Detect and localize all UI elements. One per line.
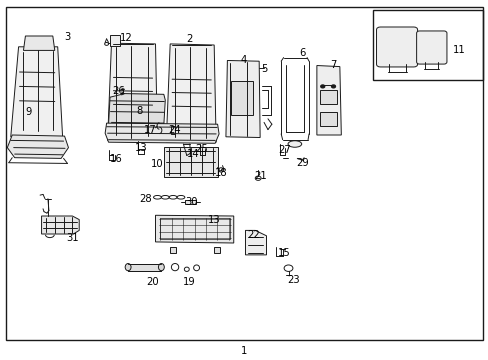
Bar (171, 126, 175, 134)
Text: 31: 31 (66, 233, 79, 243)
Text: 25: 25 (195, 144, 207, 154)
Polygon shape (245, 230, 266, 255)
Circle shape (331, 85, 335, 88)
Bar (319, 90, 336, 104)
Bar (163, 147, 217, 177)
Text: 26: 26 (112, 86, 124, 96)
Polygon shape (316, 66, 341, 135)
Text: 8: 8 (136, 106, 142, 116)
Text: 13: 13 (207, 215, 220, 225)
Bar (230, 81, 252, 115)
Polygon shape (107, 43, 157, 140)
Polygon shape (225, 60, 260, 138)
Text: 14: 14 (186, 149, 199, 159)
Text: 15: 15 (278, 248, 290, 258)
Text: 9: 9 (25, 107, 32, 117)
Bar (170, 247, 176, 253)
Ellipse shape (287, 141, 301, 147)
Text: 1: 1 (241, 346, 247, 356)
Circle shape (320, 85, 324, 88)
Text: 2: 2 (186, 34, 193, 44)
Text: 30: 30 (185, 197, 198, 207)
Text: 27: 27 (278, 145, 290, 156)
Text: 19: 19 (183, 276, 196, 287)
Text: 16: 16 (110, 154, 122, 164)
Polygon shape (41, 216, 79, 234)
FancyBboxPatch shape (376, 27, 417, 67)
Ellipse shape (125, 264, 131, 271)
Bar (160, 218, 229, 239)
Text: 7: 7 (329, 60, 336, 70)
Text: 5: 5 (260, 64, 267, 74)
Text: 21: 21 (253, 171, 266, 181)
Text: 22: 22 (246, 230, 259, 240)
Polygon shape (155, 215, 233, 243)
Text: 24: 24 (168, 125, 181, 135)
Polygon shape (128, 264, 161, 271)
Text: 17: 17 (144, 125, 157, 135)
Polygon shape (105, 123, 219, 143)
Text: 20: 20 (146, 276, 159, 287)
Polygon shape (23, 36, 55, 50)
Bar (184, 200, 195, 204)
Ellipse shape (158, 264, 164, 271)
Polygon shape (166, 44, 216, 142)
Text: 13: 13 (134, 143, 147, 153)
Bar (109, 35, 120, 46)
Text: 3: 3 (64, 32, 70, 42)
Polygon shape (108, 94, 165, 125)
Text: 6: 6 (298, 48, 305, 58)
Bar (372, 10, 482, 80)
FancyBboxPatch shape (416, 31, 446, 64)
Text: 10: 10 (151, 159, 163, 169)
Polygon shape (7, 135, 68, 158)
Text: 23: 23 (286, 275, 299, 285)
Text: 4: 4 (240, 55, 246, 66)
Text: 11: 11 (452, 45, 465, 55)
Text: 12: 12 (120, 33, 132, 43)
Bar (319, 112, 336, 126)
Text: 18: 18 (214, 168, 227, 178)
Polygon shape (11, 47, 62, 137)
Text: 28: 28 (139, 194, 152, 204)
Bar (214, 247, 220, 253)
Text: 29: 29 (295, 158, 308, 168)
